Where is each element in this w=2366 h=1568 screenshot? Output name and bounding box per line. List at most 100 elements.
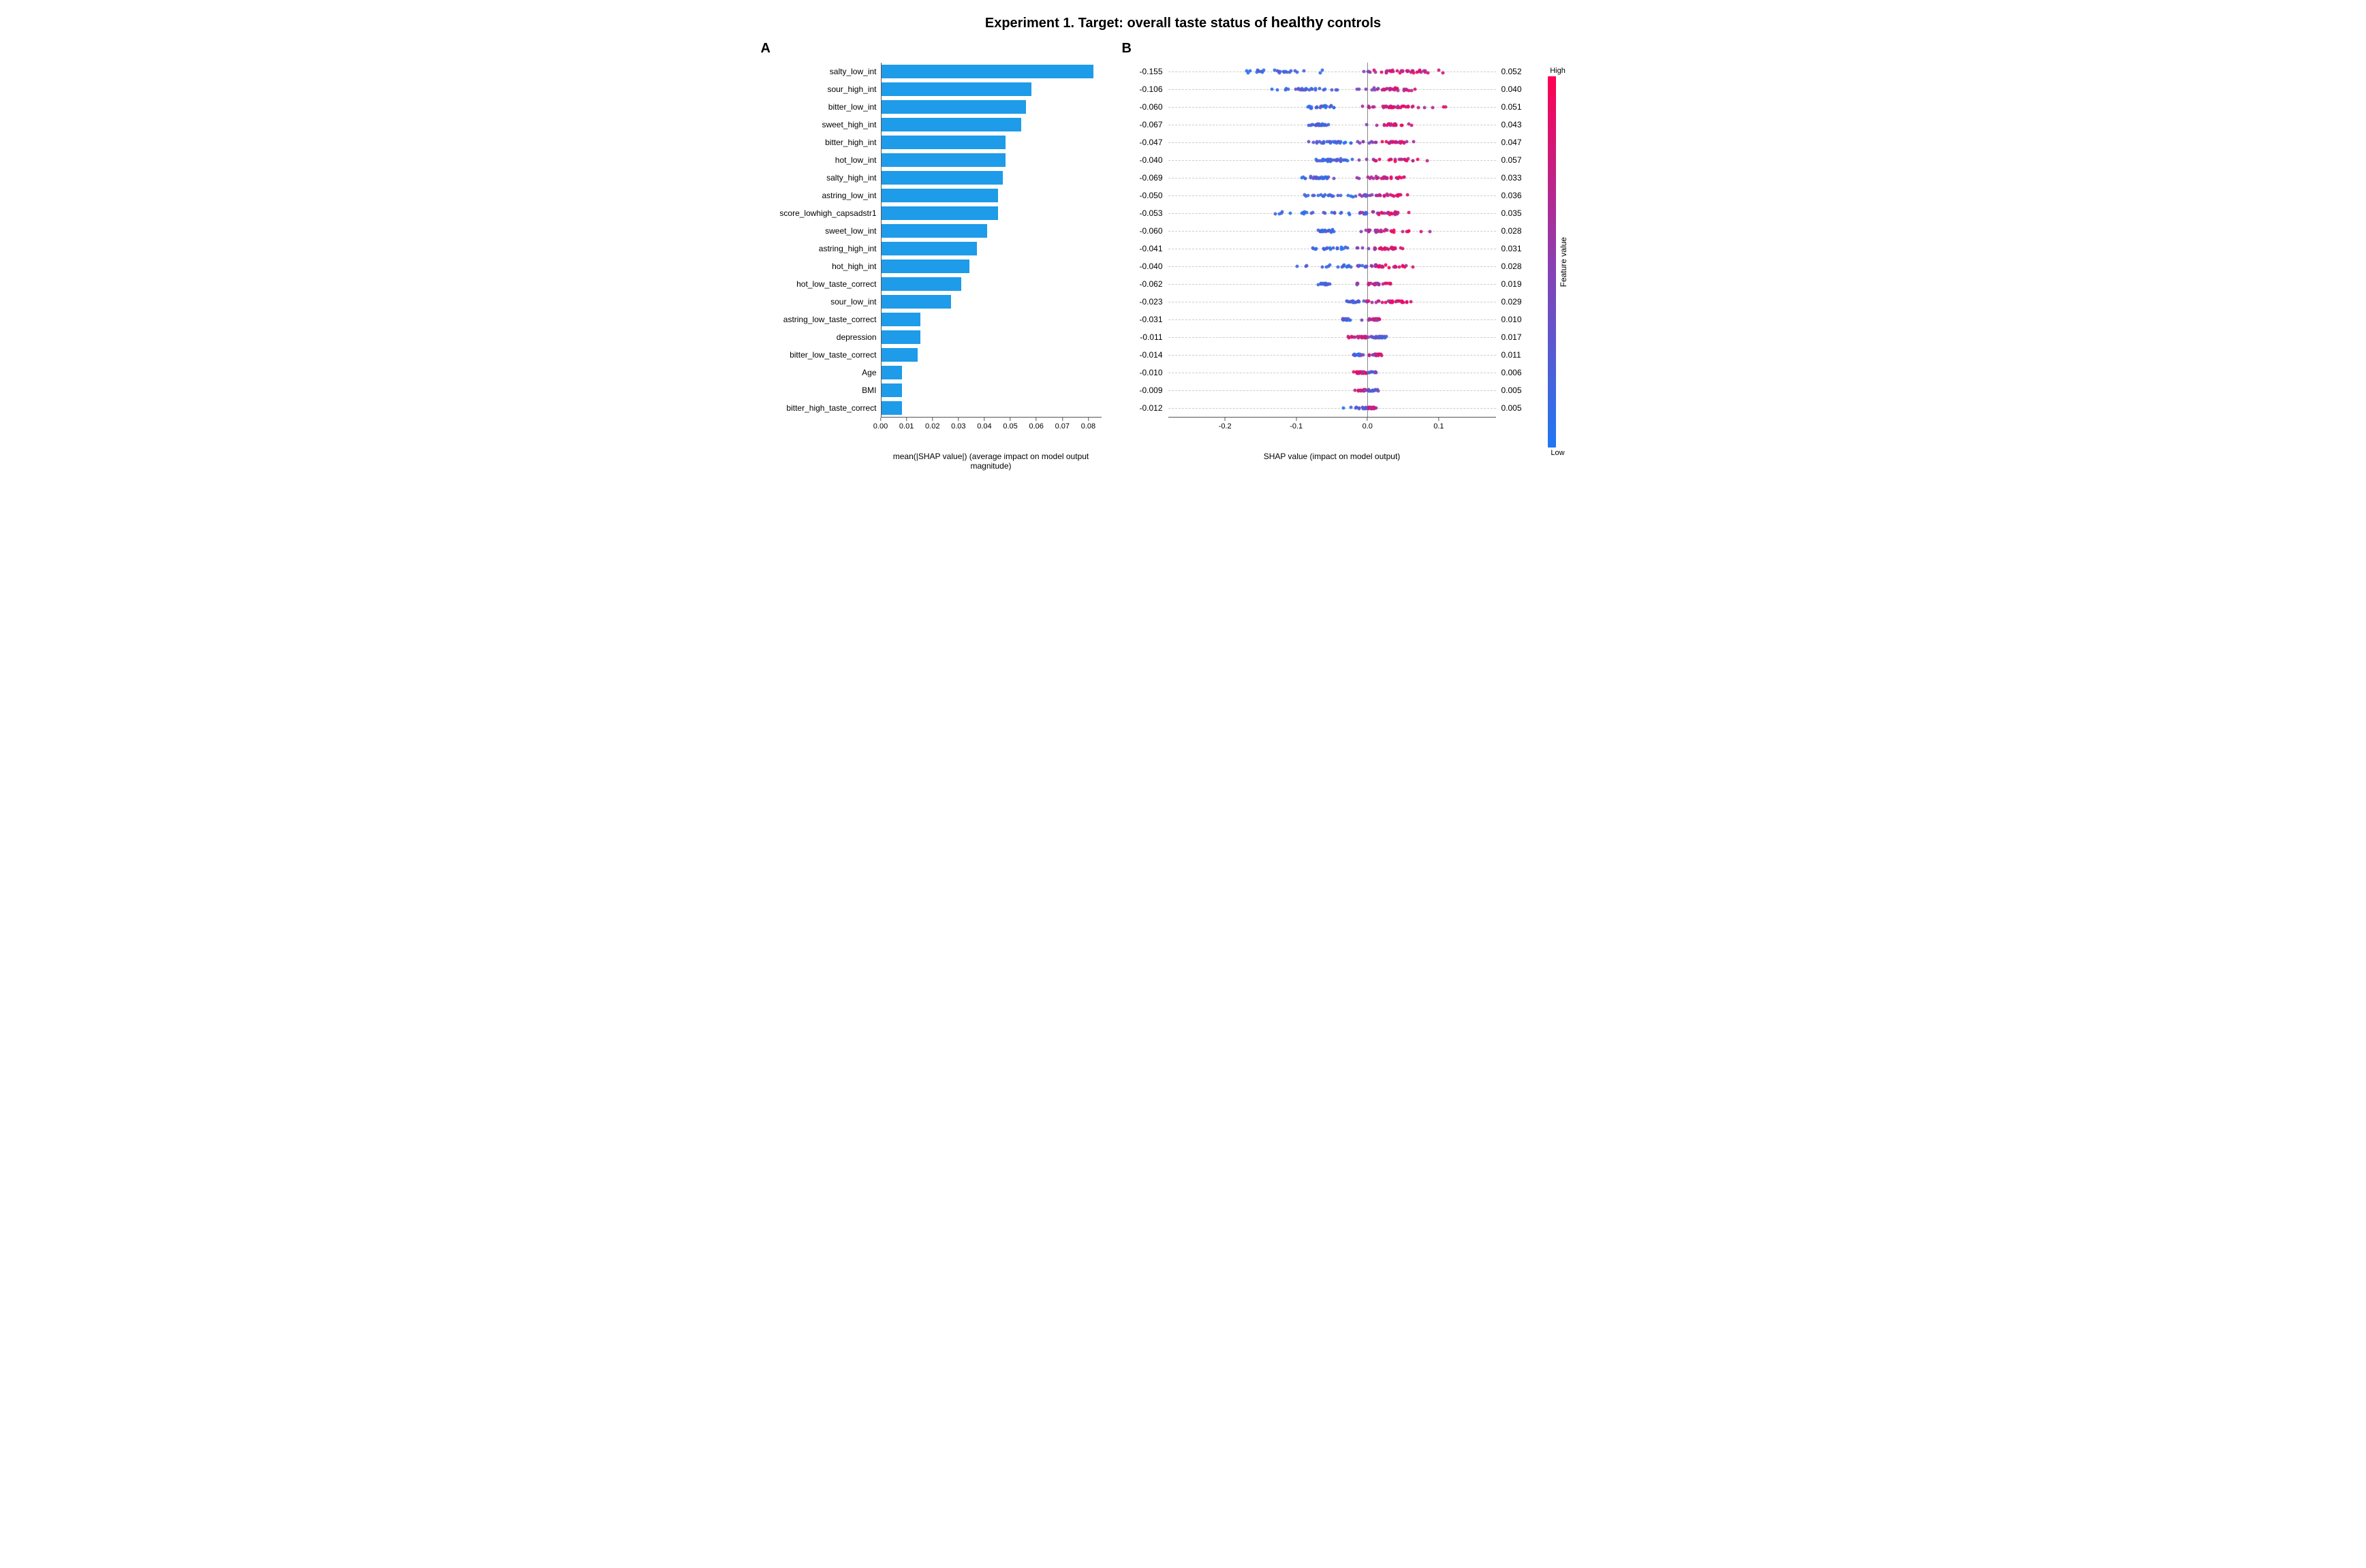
shap-dot <box>1310 87 1313 91</box>
shap-dot <box>1371 210 1375 214</box>
shap-dot <box>1245 69 1249 73</box>
shap-dot <box>1326 282 1329 285</box>
row-pos-value: 0.035 <box>1496 208 1539 218</box>
beeswarm-plot-area <box>1168 240 1496 257</box>
shap-dot <box>1375 228 1379 232</box>
shap-dot <box>1382 193 1386 197</box>
bar <box>882 366 902 379</box>
beeswarm-plot-area <box>1168 222 1496 240</box>
shap-dot <box>1326 123 1330 126</box>
shap-dot <box>1367 371 1371 375</box>
shap-dot <box>1315 176 1318 179</box>
shap-dot <box>1361 246 1365 249</box>
shap-dot <box>1320 69 1324 72</box>
shap-dot <box>1371 353 1375 356</box>
bar-plot-area <box>881 116 1102 134</box>
beeswarm-row: -0.0620.019 <box>1122 275 1539 293</box>
shap-dot <box>1341 406 1345 409</box>
beeswarm-plot-area <box>1168 399 1496 417</box>
bar-label: sour_high_int <box>761 84 881 94</box>
shap-dot <box>1369 70 1372 74</box>
shap-dot <box>1412 69 1415 72</box>
shap-dot <box>1315 247 1318 250</box>
shap-dot <box>1329 230 1333 234</box>
shap-dot <box>1367 104 1371 108</box>
shap-dot <box>1392 123 1396 127</box>
shap-dot <box>1360 230 1363 234</box>
shap-dot <box>1418 69 1421 73</box>
shap-dot <box>1396 177 1399 181</box>
shap-dot <box>1390 87 1393 91</box>
row-pos-value: 0.005 <box>1496 386 1539 395</box>
x-tick: 0.08 <box>1081 418 1095 430</box>
shap-dot <box>1326 247 1329 250</box>
bar <box>882 277 962 291</box>
shap-dot <box>1362 300 1365 303</box>
beeswarm-row: -0.0600.051 <box>1122 98 1539 116</box>
x-tick: -0.1 <box>1290 418 1303 430</box>
row-neg-value: -0.047 <box>1122 138 1168 147</box>
shap-dot <box>1385 69 1388 73</box>
bar <box>882 189 998 202</box>
bar-label: astring_low_taste_correct <box>761 315 881 324</box>
bar-plot-area <box>881 222 1102 240</box>
shap-dot <box>1405 69 1409 73</box>
shap-dot <box>1311 140 1315 144</box>
shap-dot <box>1316 140 1319 143</box>
shap-dot <box>1390 300 1394 303</box>
shap-dot <box>1442 71 1445 74</box>
shap-dot <box>1345 265 1349 268</box>
shap-dot <box>1389 69 1392 73</box>
beeswarm-plot-area <box>1168 328 1496 346</box>
bar-plot-area <box>881 151 1102 169</box>
bar-plot-area <box>881 311 1102 328</box>
shap-dot <box>1368 228 1371 232</box>
bar <box>882 171 1003 185</box>
bar-row: depression <box>761 328 1102 346</box>
shap-dot <box>1399 157 1403 161</box>
x-tick: -0.2 <box>1219 418 1232 430</box>
shap-dot <box>1401 247 1404 251</box>
shap-dot <box>1409 300 1412 304</box>
bar-row: sweet_high_int <box>761 116 1102 134</box>
shap-dot <box>1364 88 1367 91</box>
shap-dot <box>1311 194 1314 198</box>
row-pos-value: 0.033 <box>1496 173 1539 183</box>
bar-row: astring_low_taste_correct <box>761 311 1102 328</box>
shap-dot <box>1362 140 1365 144</box>
row-pos-value: 0.052 <box>1496 67 1539 76</box>
shap-dot <box>1371 301 1374 304</box>
shap-dot <box>1412 140 1416 143</box>
shap-dot <box>1282 70 1286 74</box>
bar-label: score_lowhigh_capsadstr1 <box>761 208 881 218</box>
bar-label: salty_high_int <box>761 173 881 183</box>
panels: A salty_low_intsour_high_intbitter_low_i… <box>761 44 1606 471</box>
shap-dot <box>1289 211 1292 215</box>
beeswarm-plot-area <box>1168 257 1496 275</box>
shap-dot <box>1405 264 1408 268</box>
shap-dot <box>1356 176 1359 180</box>
bar <box>882 260 969 273</box>
shap-dot <box>1407 230 1411 233</box>
shap-dot <box>1295 265 1298 268</box>
shap-dot <box>1377 158 1381 161</box>
x-tick: 0.1 <box>1433 418 1444 430</box>
shap-dot <box>1331 158 1335 161</box>
shap-dot <box>1335 142 1339 145</box>
row-neg-value: -0.069 <box>1122 173 1168 183</box>
shap-dot <box>1369 407 1373 411</box>
bar-label: bitter_low_taste_correct <box>761 350 881 360</box>
bar-label: BMI <box>761 386 881 395</box>
shap-dot <box>1363 336 1366 339</box>
shap-dot <box>1352 301 1355 304</box>
row-pos-value: 0.043 <box>1496 120 1539 129</box>
shap-dot <box>1382 211 1386 215</box>
shap-dot <box>1336 265 1339 268</box>
bar <box>882 82 1031 96</box>
row-neg-value: -0.011 <box>1122 332 1168 342</box>
shap-dot <box>1348 300 1352 304</box>
row-pos-value: 0.017 <box>1496 332 1539 342</box>
bar-plot-area <box>881 98 1102 116</box>
bar-plot-area <box>881 346 1102 364</box>
shap-dot <box>1404 159 1407 162</box>
